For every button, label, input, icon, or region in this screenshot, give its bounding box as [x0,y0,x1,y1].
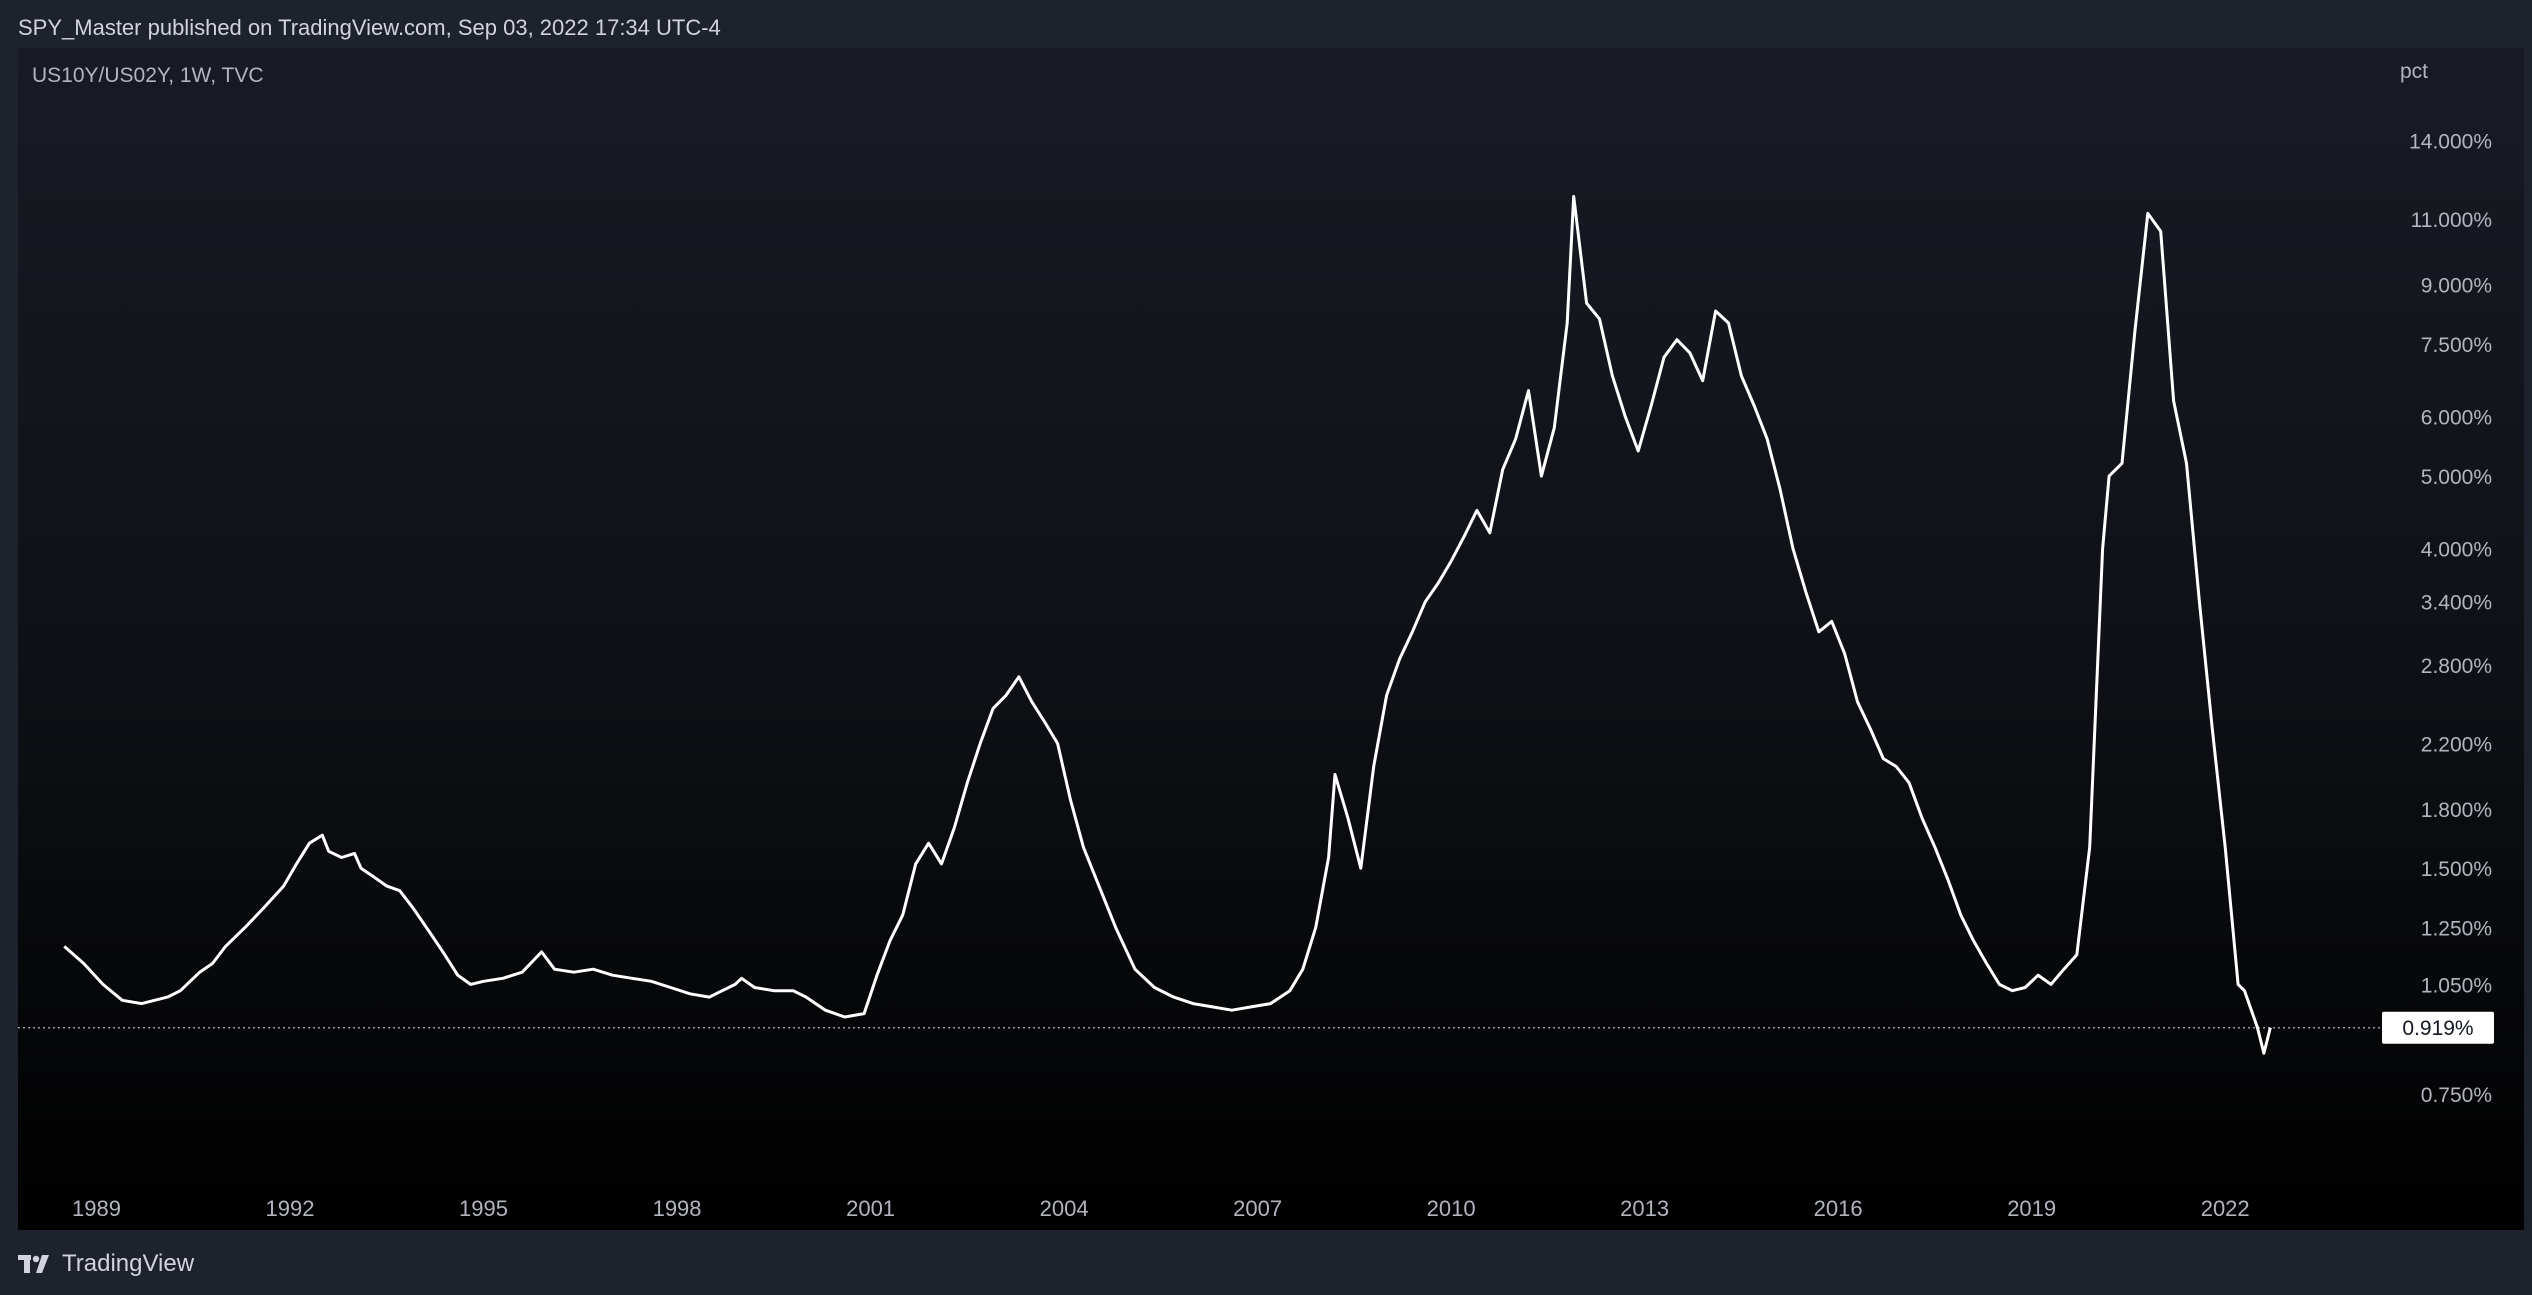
x-tick-label: 2004 [1040,1196,1089,1221]
brand-name: TradingView [62,1250,195,1277]
x-tick-label: 2022 [2201,1196,2250,1221]
y-tick-label: 5.000% [2421,466,2492,489]
y-tick-label: 11.000% [2411,209,2492,232]
y-tick-label: 7.500% [2421,334,2492,357]
line-chart[interactable]: US10Y/US02Y, 1W, TVC pct 1989 1992 1995 199… [18,48,2524,1230]
last-value-text: 0.919% [2402,1017,2473,1040]
y-tick-label: 6.000% [2421,407,2492,430]
x-tick-label: 2019 [2007,1196,2056,1221]
x-tick-label: 1995 [459,1196,508,1221]
x-tick-label: 1989 [72,1196,121,1221]
series-line-us10y-us02y [63,194,2272,1055]
chart-symbol-label: US10Y/US02Y, 1W, TVC [32,64,264,87]
publish-info: SPY_Master published on TradingView.com,… [18,15,721,40]
last-value-badge: 0.919% [2382,1011,2494,1044]
y-tick-label: 1.250% [2421,918,2492,941]
x-tick-label: 1992 [266,1196,315,1221]
x-tick-label: 2013 [1620,1196,1669,1221]
y-tick-label: 3.400% [2421,592,2492,615]
y-tick-label: 14.000% [2409,131,2492,154]
y-tick-label: 1.500% [2421,858,2492,881]
y-tick-label: 4.000% [2421,539,2492,562]
y-tick-label: 2.800% [2421,655,2492,678]
x-tick-label: 2016 [1814,1196,1863,1221]
y-tick-label: 9.000% [2421,275,2492,298]
x-tick-label: 2001 [846,1196,895,1221]
chart-panel[interactable]: US10Y/US02Y, 1W, TVC pct 1989 1992 1995 199… [18,48,2524,1230]
price-axis-unit: pct [2400,60,2428,83]
y-axis-ticks: 14.000% 11.000% 9.000% 7.500% 6.000% 5.000% 4.… [2409,131,2492,1107]
tradingview-logo-icon [18,1255,49,1273]
x-axis-ticks: 1989 1992 1995 1998 2001 2004 2007 2010 2013 2016… [72,1196,2250,1221]
x-tick-label: 1998 [653,1196,702,1221]
y-tick-label: 2.200% [2421,733,2492,756]
brand-footer[interactable]: TradingView [18,1247,194,1281]
y-tick-label: 0.750% [2421,1084,2492,1107]
x-tick-label: 2010 [1427,1196,1476,1221]
y-tick-label: 1.050% [2421,974,2492,997]
y-tick-label: 1.800% [2421,799,2492,822]
last-value-badge-bg [2382,1011,2494,1044]
x-tick-label: 2007 [1233,1196,1282,1221]
